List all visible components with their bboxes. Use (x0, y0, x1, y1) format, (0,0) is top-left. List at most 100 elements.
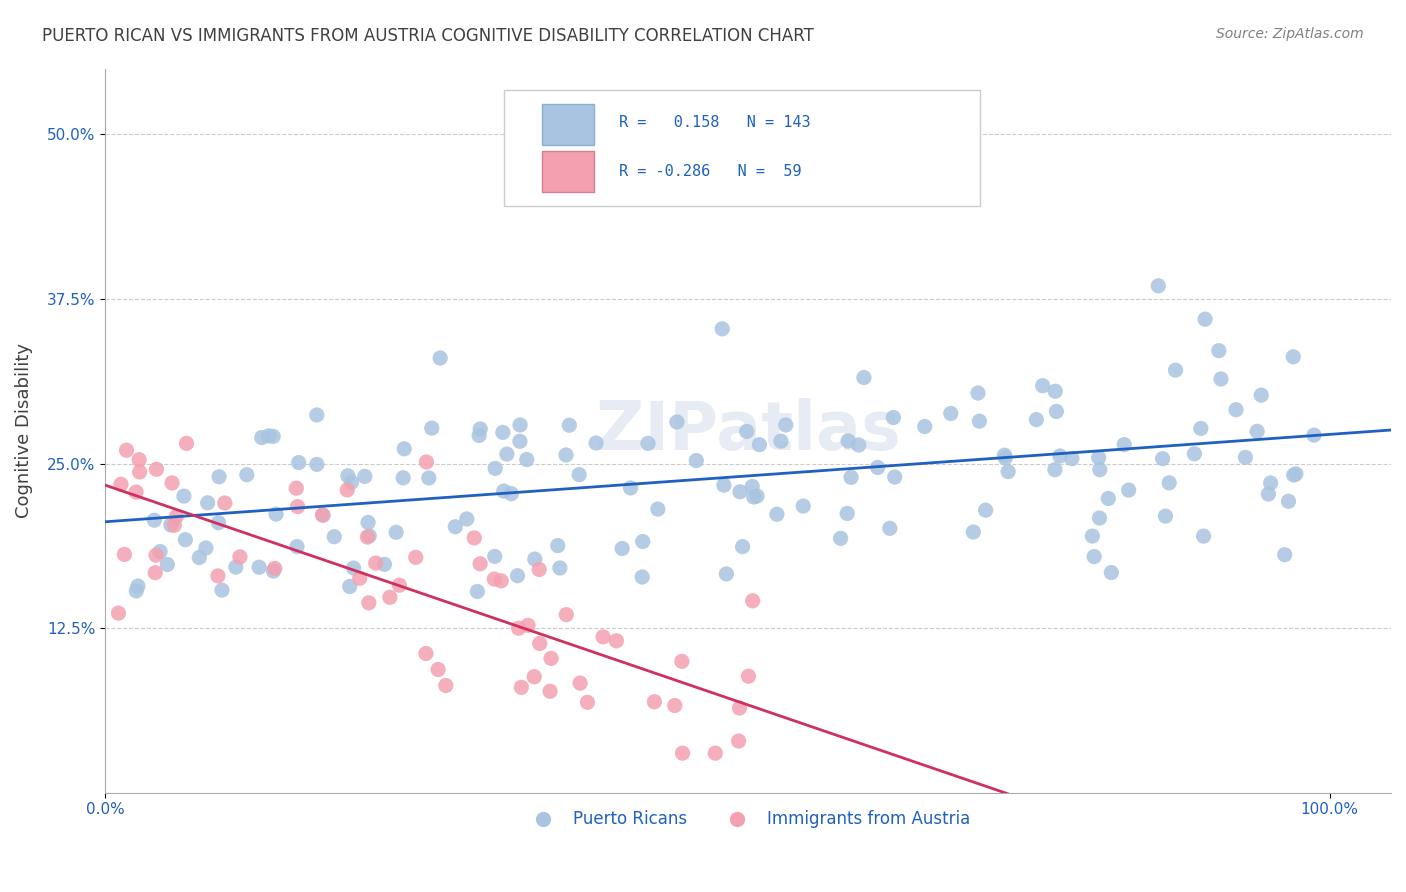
Puerto Ricans (340, 475, 363, 490)
Puerto Ricans (1043, 463, 1066, 477)
Puerto Ricans (323, 530, 346, 544)
Puerto Ricans (882, 410, 904, 425)
Immigrants from Austria (110, 477, 132, 491)
Puerto Ricans (262, 564, 284, 578)
Puerto Ricans (264, 507, 287, 521)
Immigrants from Austria (741, 594, 763, 608)
Puerto Ricans (879, 521, 901, 535)
Puerto Ricans (610, 541, 633, 556)
Immigrants from Austria (263, 561, 285, 575)
Puerto Ricans (769, 434, 792, 449)
Puerto Ricans (392, 471, 415, 485)
Puerto Ricans (1192, 529, 1215, 543)
Puerto Ricans (1164, 363, 1187, 377)
Immigrants from Austria (378, 591, 401, 605)
Immigrants from Austria (143, 566, 166, 580)
Puerto Ricans (429, 351, 451, 365)
Puerto Ricans (1088, 511, 1111, 525)
Puerto Ricans (967, 386, 990, 401)
Puerto Ricans (866, 460, 889, 475)
Puerto Ricans (742, 490, 765, 504)
Puerto Ricans (1045, 384, 1067, 399)
Immigrants from Austria (125, 485, 148, 500)
Puerto Ricans (745, 489, 768, 503)
Puerto Ricans (1260, 475, 1282, 490)
Immigrants from Austria (107, 606, 129, 620)
Puerto Ricans (149, 544, 172, 558)
Immigrants from Austria (207, 569, 229, 583)
Immigrants from Austria (576, 695, 599, 709)
Puerto Ricans (1147, 278, 1170, 293)
Puerto Ricans (837, 507, 859, 521)
Puerto Ricans (1060, 451, 1083, 466)
Immigrants from Austria (508, 621, 530, 635)
Puerto Ricans (1154, 509, 1177, 524)
Puerto Ricans (385, 525, 408, 540)
Puerto Ricans (1083, 549, 1105, 564)
Puerto Ricans (373, 558, 395, 572)
Puerto Ricans (492, 484, 515, 499)
Puerto Ricans (1118, 483, 1140, 497)
Puerto Ricans (211, 583, 233, 598)
Puerto Ricans (1099, 566, 1122, 580)
Puerto Ricans (647, 502, 669, 516)
Puerto Ricans (585, 436, 607, 450)
Puerto Ricans (484, 549, 506, 564)
Immigrants from Austria (165, 509, 187, 524)
Puerto Ricans (247, 560, 270, 574)
Puerto Ricans (125, 583, 148, 598)
Puerto Ricans (207, 516, 229, 530)
Puerto Ricans (1282, 350, 1305, 364)
Puerto Ricans (548, 561, 571, 575)
Puerto Ricans (420, 421, 443, 435)
Puerto Ricans (444, 519, 467, 533)
Puerto Ricans (357, 516, 380, 530)
Immigrants from Austria (128, 465, 150, 479)
Puerto Ricans (523, 552, 546, 566)
Puerto Ricans (558, 418, 581, 433)
Puerto Ricans (208, 469, 231, 483)
Puerto Ricans (555, 448, 578, 462)
Immigrants from Austria (527, 562, 550, 576)
Puerto Ricans (792, 499, 814, 513)
Text: R = -0.286   N =  59: R = -0.286 N = 59 (620, 164, 801, 179)
Immigrants from Austria (517, 618, 540, 632)
Puerto Ricans (962, 524, 984, 539)
Puerto Ricans (547, 539, 569, 553)
Immigrants from Austria (540, 651, 562, 665)
Y-axis label: Cognitive Disability: Cognitive Disability (15, 343, 32, 518)
Text: R =   0.158   N = 143: R = 0.158 N = 143 (620, 115, 811, 130)
Immigrants from Austria (510, 681, 533, 695)
Puerto Ricans (1234, 450, 1257, 465)
Puerto Ricans (728, 484, 751, 499)
Puerto Ricans (939, 406, 962, 420)
Puerto Ricans (1081, 529, 1104, 543)
Puerto Ricans (1088, 463, 1111, 477)
Immigrants from Austria (357, 596, 380, 610)
Immigrants from Austria (664, 698, 686, 713)
Immigrants from Austria (364, 556, 387, 570)
Immigrants from Austria (671, 746, 693, 760)
Puerto Ricans (250, 431, 273, 445)
Puerto Ricans (1250, 388, 1272, 402)
Puerto Ricans (467, 584, 489, 599)
Puerto Ricans (197, 496, 219, 510)
Puerto Ricans (359, 529, 381, 543)
Puerto Ricans (997, 465, 1019, 479)
Puerto Ricans (468, 428, 491, 442)
Puerto Ricans (1225, 402, 1247, 417)
Immigrants from Austria (311, 508, 333, 522)
Immigrants from Austria (737, 669, 759, 683)
FancyBboxPatch shape (503, 90, 980, 206)
Immigrants from Austria (484, 572, 506, 586)
Puerto Ricans (1087, 450, 1109, 465)
Immigrants from Austria (287, 500, 309, 514)
Puerto Ricans (1152, 451, 1174, 466)
Puerto Ricans (312, 508, 335, 523)
Puerto Ricans (496, 447, 519, 461)
Puerto Ricans (160, 518, 183, 533)
Puerto Ricans (974, 503, 997, 517)
Puerto Ricans (1285, 467, 1308, 481)
Immigrants from Austria (592, 630, 614, 644)
Puerto Ricans (883, 470, 905, 484)
